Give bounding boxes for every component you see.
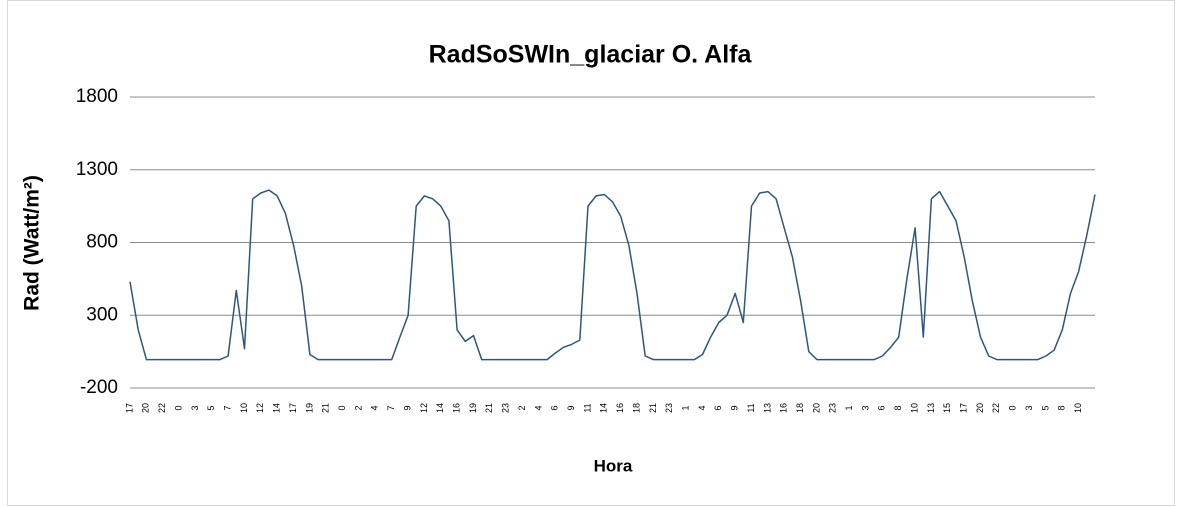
x-tick-label: 20 [141,403,151,413]
x-tick-label: 3 [860,405,870,410]
x-tick-label: 10 [909,403,919,413]
y-tick-label: 800 [86,232,118,253]
x-tick-label: 4 [533,405,543,410]
x-tick-label: 3 [190,405,200,410]
x-tick-label: 13 [926,403,936,413]
x-tick-label: 9 [402,405,412,410]
x-tick-label: 12 [419,403,429,413]
x-tick-label: 21 [648,403,658,413]
x-tick-label: 2 [353,405,363,410]
x-tick-label: 6 [877,405,887,410]
x-tick-label: 16 [779,403,789,413]
y-tick-label: 1800 [76,86,118,107]
x-tick-label: 2 [517,405,527,410]
x-tick-label: 9 [566,405,576,410]
x-tick-label: 6 [550,405,560,410]
y-tick-label: 300 [86,304,118,325]
x-tick-label: 19 [468,403,478,413]
x-tick-label: 22 [991,403,1001,413]
y-tick-label: 1300 [76,159,118,180]
x-tick-label: 23 [501,403,511,413]
x-tick-label: 14 [272,403,282,413]
x-tick-label: 14 [599,403,609,413]
x-tick-label: 21 [484,403,494,413]
x-tick-label: 12 [255,403,265,413]
x-tick-label: 23 [828,403,838,413]
x-tick-label: 0 [337,405,347,410]
x-tick-label: 17 [959,403,969,413]
x-tick-label: 0 [1008,405,1018,410]
x-tick-label: 15 [942,403,952,413]
x-tick-label: 8 [1057,405,1067,410]
x-tick-label: 18 [795,403,805,413]
x-tick-label: 18 [631,403,641,413]
x-tick-label: 8 [893,405,903,410]
x-tick-label: 10 [239,403,249,413]
x-tick-label: 17 [288,403,298,413]
x-tick-label: 5 [206,405,216,410]
x-tick-label: 20 [811,403,821,413]
x-tick-label: 7 [223,405,233,410]
data-line [129,189,1096,361]
x-tick-label: 4 [697,405,707,410]
x-tick-label: 4 [370,405,380,410]
x-tick-label: 10 [1073,403,1083,413]
x-tick-label: 1 [844,405,854,410]
x-tick-label: 19 [304,403,314,413]
x-tick-label: 13 [762,403,772,413]
y-axis-title: Rad (Watt/m²) [21,175,44,311]
x-tick-label: 21 [321,403,331,413]
x-tick-label: 16 [615,403,625,413]
x-tick-label: 1 [680,405,690,410]
x-tick-label: 23 [664,403,674,413]
x-tick-label: 5 [1040,405,1050,410]
x-tick-label: 11 [746,403,756,412]
x-tick-label: 6 [713,405,723,410]
x-axis-title: Hora [594,456,633,475]
x-tick-label: 0 [173,405,183,410]
x-tick-label: 9 [730,405,740,410]
x-tick-label: 16 [451,403,461,413]
y-tick-label: -200 [80,377,118,398]
x-tick-label: 14 [435,403,445,413]
x-tick-label: 3 [1024,405,1034,410]
x-tick-label: 11 [582,403,592,412]
x-tick-label: 22 [157,403,167,413]
chart-title: RadSoSWIn_glaciar O. Alfa [429,41,753,69]
x-tick-label: 20 [975,403,985,413]
x-tick-label: 7 [386,405,396,410]
x-tick-label: 17 [124,403,134,413]
chart-border [7,0,1175,506]
